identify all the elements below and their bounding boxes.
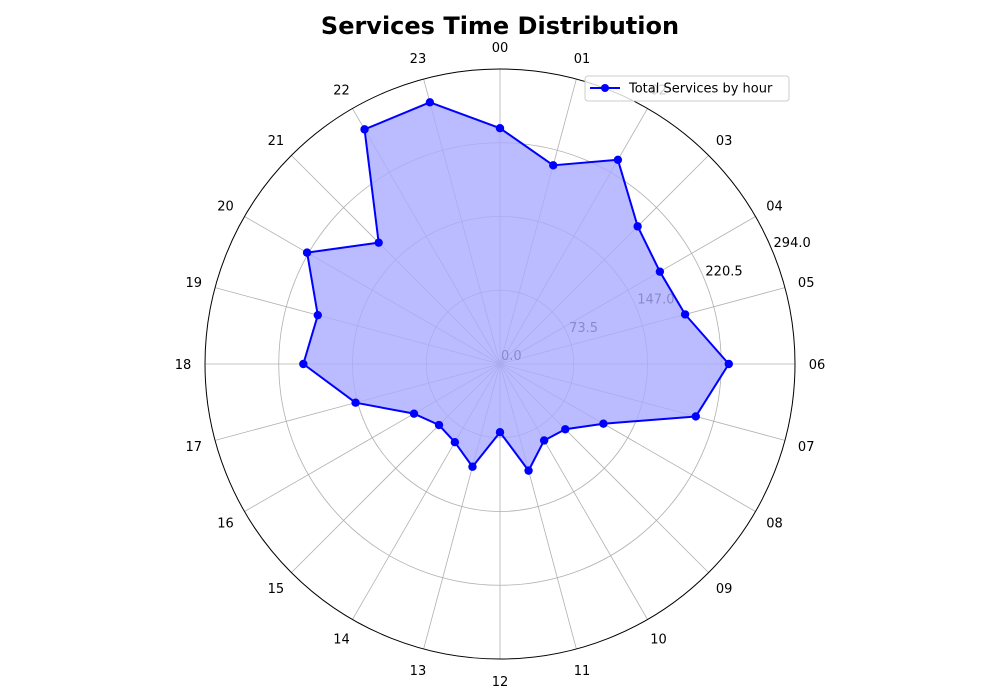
angular-tick-label: 16 <box>217 517 234 532</box>
data-point <box>313 310 322 320</box>
angular-tick-label: 11 <box>574 664 591 679</box>
data-point <box>495 428 505 437</box>
series-layer <box>299 98 733 475</box>
angular-tick-label: 19 <box>186 276 203 291</box>
angular-tick-label: 00 <box>492 41 509 56</box>
angular-tick-label: 18 <box>175 358 192 373</box>
data-point <box>374 238 383 247</box>
angular-tick-label: 03 <box>716 134 733 149</box>
data-point <box>680 310 690 319</box>
data-point <box>360 125 369 134</box>
angular-tick-label: 01 <box>574 52 591 67</box>
angular-tick-label: 14 <box>333 633 350 648</box>
data-point <box>524 466 533 475</box>
angular-tick-label: 10 <box>650 633 667 648</box>
legend-marker-swatch <box>601 84 609 92</box>
polar-frame <box>204 68 796 660</box>
data-point <box>539 436 549 445</box>
data-point <box>351 398 360 407</box>
angular-tick-label: 23 <box>410 52 427 67</box>
legend-label: Total Services by hour <box>628 82 773 97</box>
angular-tick-label: 15 <box>268 582 285 597</box>
data-point <box>613 155 623 164</box>
chart-title: Services Time Distribution <box>321 12 679 40</box>
data-point <box>691 412 700 421</box>
angular-tick-label: 09 <box>716 582 733 597</box>
angular-tick-label: 17 <box>186 440 203 455</box>
data-point <box>302 248 312 257</box>
data-point <box>549 161 558 170</box>
data-point <box>299 359 308 369</box>
legend: Total Services by hour <box>584 75 790 102</box>
angular-tick-label: 08 <box>766 517 783 532</box>
angular-tick-label: 04 <box>766 200 783 215</box>
data-point <box>409 409 419 418</box>
data-point <box>724 359 733 369</box>
angular-tick-label: 06 <box>809 358 826 373</box>
angular-tick-label: 13 <box>410 664 427 679</box>
angular-tick-label: 12 <box>492 675 509 690</box>
data-point <box>633 222 642 231</box>
data-point <box>450 438 460 447</box>
radial-tick-label: 294.0 <box>774 236 811 251</box>
angular-tick-label: 07 <box>798 440 815 455</box>
data-point <box>599 419 608 428</box>
angular-tick-label: 22 <box>333 83 350 98</box>
data-point <box>495 124 505 133</box>
angular-tick-label: 21 <box>268 134 285 149</box>
data-point <box>561 425 570 434</box>
data-point <box>434 420 444 430</box>
angular-tick-label: 05 <box>798 276 815 291</box>
angular-tick-label: 20 <box>217 200 234 215</box>
radial-tick-label: 220.5 <box>705 264 742 279</box>
legend-box <box>584 75 790 102</box>
data-point <box>655 267 665 276</box>
data-point <box>425 98 435 107</box>
series-area <box>303 102 729 471</box>
data-point <box>468 462 477 471</box>
